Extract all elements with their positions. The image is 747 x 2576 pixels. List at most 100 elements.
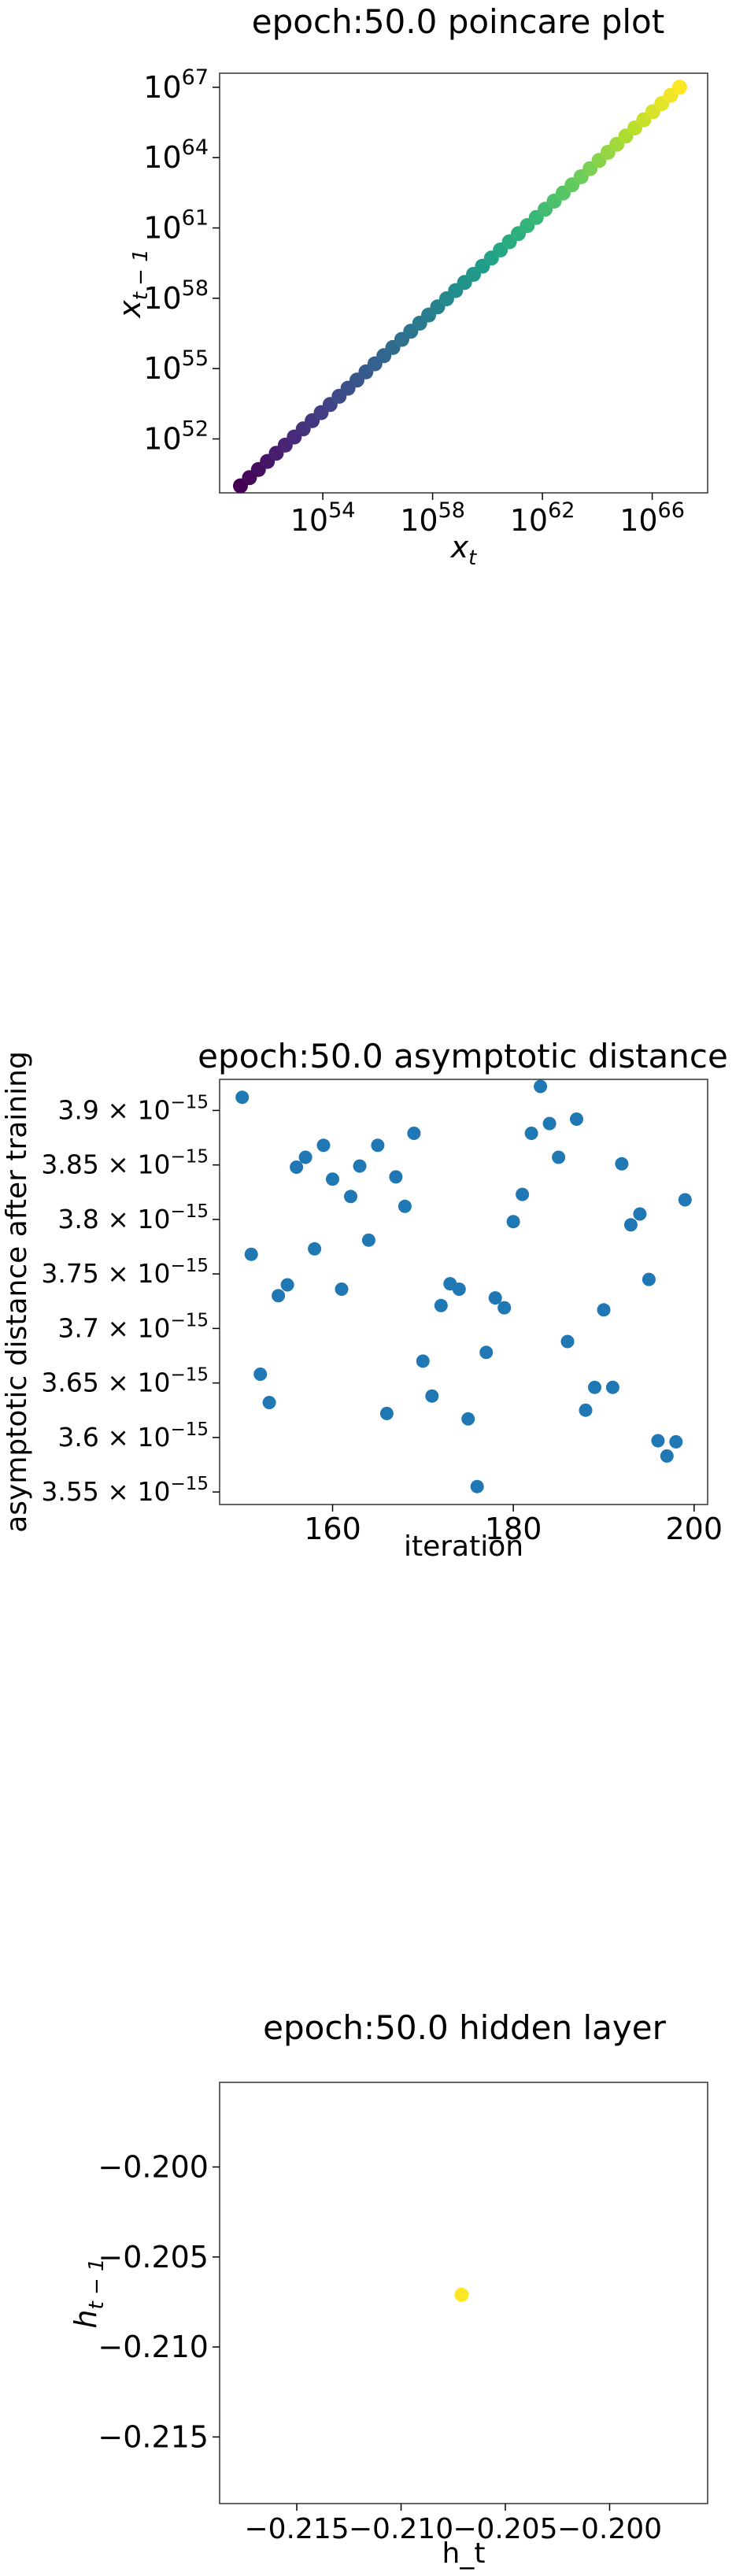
asymptotic-distance-point	[272, 1289, 286, 1303]
asymptotic-distance-point	[326, 1172, 339, 1186]
asymptotic-distance-point	[361, 1233, 375, 1247]
asymptotic-distance-point	[316, 1138, 331, 1153]
asymptotic-distance-point	[542, 1116, 557, 1131]
y-tick-label: 1064	[143, 135, 209, 175]
poincare-plot-y-ticks: 1052 1055 1058 1061 1064 1067	[143, 65, 220, 457]
asymptotic-distance-point	[470, 1479, 484, 1493]
asymptotic-distance-point	[623, 1218, 638, 1232]
asymptotic-distance-point	[371, 1138, 385, 1153]
y-tick-label: 3.9 × 10−15	[57, 1092, 209, 1125]
x-tick-label: 160	[304, 1512, 361, 1546]
y-tick-label: 3.75 × 10−15	[41, 1256, 209, 1289]
asymptotic-distance-x-axis-label: iteration	[404, 1530, 523, 1563]
asymptotic-distance-point	[298, 1150, 312, 1164]
asymptotic-distance-point	[344, 1190, 357, 1204]
y-tick-label: 3.85 × 10−15	[41, 1147, 209, 1180]
hidden-layer-x-ticks: −0.215 −0.210 −0.205 −0.200	[244, 2504, 662, 2545]
asymptotic-distance-point	[416, 1354, 430, 1368]
poincare-plot-x-ticks: 1054 1058 1062 1066	[290, 493, 685, 538]
hidden-layer-x-axis-label: h_t	[442, 2537, 486, 2570]
hidden-layer-y-ticks: −0.200 −0.205 −0.210 −0.215	[98, 2149, 220, 2454]
asymptotic-distance-point	[290, 1160, 304, 1174]
x-tick-label: −0.205	[453, 2513, 557, 2545]
y-tick-label: −0.205	[98, 2240, 209, 2274]
x-tick-label: −0.210	[349, 2513, 453, 2545]
asymptotic-distance-x-ticks: 160 180 200	[304, 1505, 723, 1546]
asymptotic-distance-point	[280, 1278, 294, 1292]
asymptotic-distance-point	[633, 1207, 647, 1221]
asymptotic-distance-point	[669, 1434, 683, 1449]
y-tick-label: 1055	[143, 346, 209, 386]
poincare-plot-x-axis-label: xt	[450, 530, 478, 570]
x-tick-label: 1066	[619, 498, 685, 538]
y-tick-label: 3.55 × 10−15	[41, 1474, 209, 1507]
x-tick-label: 200	[666, 1512, 723, 1546]
asymptotic-distance-point	[479, 1345, 494, 1360]
poincare-plot-title: epoch:50.0 poincare plot	[252, 2, 664, 41]
asymptotic-distance-point	[379, 1406, 394, 1420]
x-tick-label: 1054	[290, 498, 356, 538]
y-tick-label: 1058	[143, 276, 209, 316]
x-tick-label: 1058	[400, 498, 465, 538]
asymptotic-distance-point	[253, 1368, 268, 1381]
asymptotic-distance-point	[407, 1127, 421, 1140]
asymptotic-distance-point	[570, 1112, 583, 1126]
asymptotic-distance-point	[579, 1403, 593, 1417]
asymptotic-distance-point	[534, 1079, 548, 1094]
asymptotic-distance-point	[235, 1090, 250, 1105]
y-tick-label: −0.200	[98, 2149, 209, 2184]
asymptotic-distance-point	[425, 1389, 439, 1403]
asymptotic-distance-chart: epoch:50.0 asymptotic distance 160 180 200…	[1, 1037, 728, 1563]
y-tick-label: −0.210	[98, 2330, 209, 2364]
asymptotic-distance-point	[398, 1199, 412, 1213]
x-tick-label: −0.200	[557, 2513, 662, 2545]
y-tick-label: 3.8 × 10−15	[57, 1201, 209, 1234]
y-tick-label: 1067	[143, 65, 209, 105]
asymptotic-distance-point	[651, 1434, 665, 1448]
asymptotic-distance-point	[452, 1282, 466, 1296]
y-tick-label: 3.7 × 10−15	[57, 1310, 209, 1343]
hidden-layer-chart: epoch:50.0 hidden layer −0.215 −0.210 −0.2…	[68, 2008, 708, 2570]
asymptotic-distance-point	[335, 1282, 349, 1296]
x-tick-label: 180	[485, 1512, 542, 1546]
poincare-plot-chart: epoch:50.0 poincare plot 1054 1058 1062 106…	[113, 2, 708, 570]
poincare-point	[671, 80, 687, 95]
asymptotic-distance-point	[605, 1380, 619, 1394]
asymptotic-distance-points	[235, 1079, 692, 1493]
asymptotic-distance-point	[524, 1127, 538, 1140]
poincare-plot-points	[233, 80, 687, 494]
asymptotic-distance-point	[497, 1301, 512, 1315]
asymptotic-distance-point	[560, 1334, 575, 1349]
y-tick-label: −0.215	[98, 2419, 209, 2454]
asymptotic-distance-title: epoch:50.0 asymptotic distance	[198, 1037, 728, 1075]
hidden-layer-points	[454, 2287, 469, 2302]
asymptotic-distance-point	[262, 1396, 276, 1409]
hidden-layer-title: epoch:50.0 hidden layer	[263, 2008, 666, 2047]
hidden-layer-y-axis-label: ht − 1	[68, 2258, 109, 2328]
y-tick-label: 3.65 × 10−15	[41, 1365, 209, 1398]
asymptotic-distance-point	[588, 1380, 601, 1394]
asymptotic-distance-point	[642, 1272, 656, 1286]
asymptotic-distance-point	[552, 1150, 566, 1164]
asymptotic-distance-point	[506, 1215, 520, 1229]
asymptotic-distance-point	[434, 1298, 448, 1312]
asymptotic-distance-point	[488, 1291, 502, 1305]
asymptotic-distance-point	[389, 1170, 403, 1184]
y-tick-label: 1052	[143, 417, 209, 457]
x-tick-label: 1062	[510, 498, 575, 538]
hidden-layer-point	[454, 2287, 469, 2302]
asymptotic-distance-point	[678, 1193, 692, 1207]
asymptotic-distance-y-axis-label: asymptotic distance after training	[1, 1051, 33, 1533]
asymptotic-distance-point	[461, 1412, 475, 1426]
asymptotic-distance-point	[308, 1242, 322, 1256]
asymptotic-distance-point	[615, 1157, 629, 1171]
y-tick-label: 1061	[143, 206, 209, 246]
asymptotic-distance-point	[597, 1303, 611, 1317]
asymptotic-distance-point	[660, 1449, 674, 1463]
poincare-plot-y-axis-label: xt − 1	[113, 249, 153, 319]
y-tick-label: 3.6 × 10−15	[57, 1419, 209, 1453]
asymptotic-distance-point	[516, 1187, 530, 1201]
asymptotic-distance-y-ticks: 3.55 × 10−15 3.6 × 10−15 3.65 × 10−15 3.7 ×…	[41, 1092, 220, 1507]
